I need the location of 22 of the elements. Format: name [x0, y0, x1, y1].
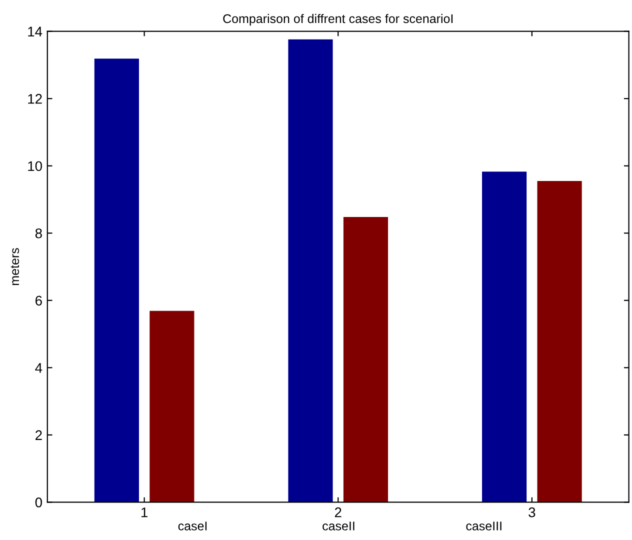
bar	[94, 58, 139, 502]
y-tick-label: 2	[36, 430, 42, 440]
bar	[150, 310, 194, 502]
y-tick-label: 0	[35, 498, 42, 508]
bar	[482, 172, 527, 502]
bar	[288, 39, 333, 502]
y-axis-title: meters	[10, 248, 20, 286]
text: caseI	[178, 522, 207, 530]
bar	[537, 180, 582, 502]
y-tick-label: 4	[35, 363, 42, 373]
x-tick-label: 2	[334, 507, 342, 518]
bar	[343, 216, 388, 502]
y-tick-label: 6	[36, 296, 42, 306]
y-tick-label: 12	[28, 94, 42, 104]
y-tick-label: 14	[28, 26, 42, 36]
chart-title: Comparison of diffrent cases for scenarioI	[223, 14, 453, 26]
x-tick-label: 3	[528, 507, 536, 518]
y-tick-label: 10	[28, 161, 42, 172]
text: caseIII	[466, 522, 502, 530]
y-tick-label: 8	[35, 228, 42, 238]
x-tick-label: 1	[142, 508, 148, 518]
text: caseII	[322, 522, 354, 530]
